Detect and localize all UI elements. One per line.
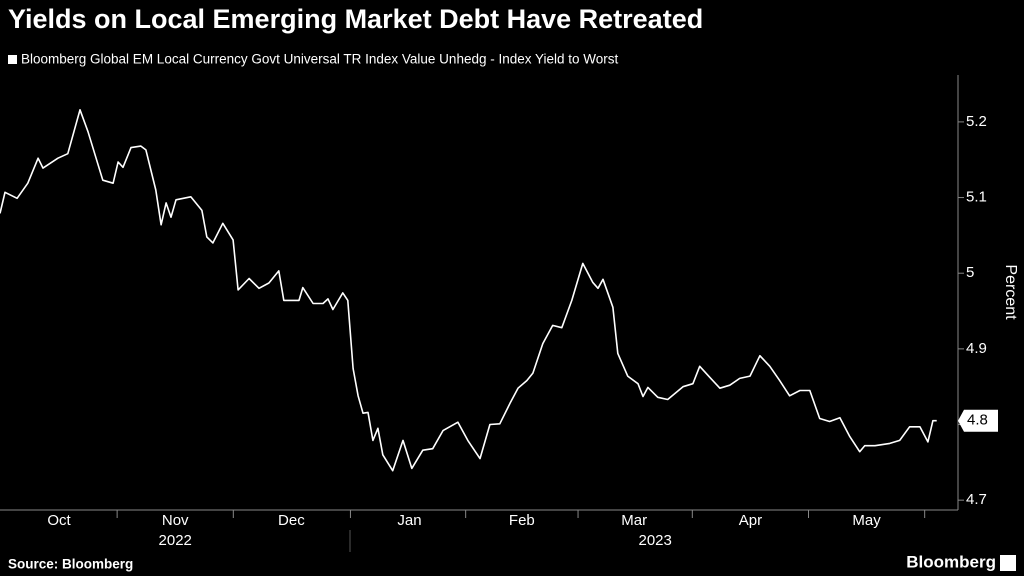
x-tick-label: May — [852, 512, 881, 529]
x-group-label: 2022 — [159, 532, 192, 549]
y-tick-label: 4.9 — [966, 340, 987, 357]
x-tick-label: Jan — [397, 512, 421, 529]
data-line — [0, 109, 937, 472]
y-tick-label: 5 — [966, 264, 974, 281]
last-value-label: 4.8 — [967, 412, 988, 429]
y-tick-label: 5.2 — [966, 113, 987, 130]
x-tick-label: Feb — [509, 512, 535, 529]
y-axis-label: Percent — [1002, 264, 1019, 320]
x-tick-label: Mar — [621, 512, 647, 529]
chart-title: Yields on Local Emerging Market Debt Hav… — [8, 4, 703, 34]
legend-swatch — [8, 55, 17, 64]
last-value-tag — [958, 409, 998, 432]
source: Source: Bloomberg — [8, 557, 133, 572]
x-tick-label: Dec — [278, 512, 305, 529]
x-tick-label: Oct — [47, 512, 71, 529]
x-tick-label: Nov — [162, 512, 189, 529]
brand: Bloomberg — [906, 552, 996, 571]
chart-subtitle: Bloomberg Global EM Local Currency Govt … — [21, 52, 619, 67]
y-tick-label: 4.7 — [966, 491, 987, 508]
brand-icon — [1000, 555, 1016, 571]
x-group-label: 2023 — [638, 532, 671, 549]
y-tick-label: 5.1 — [966, 189, 987, 206]
x-tick-label: Apr — [739, 512, 762, 529]
